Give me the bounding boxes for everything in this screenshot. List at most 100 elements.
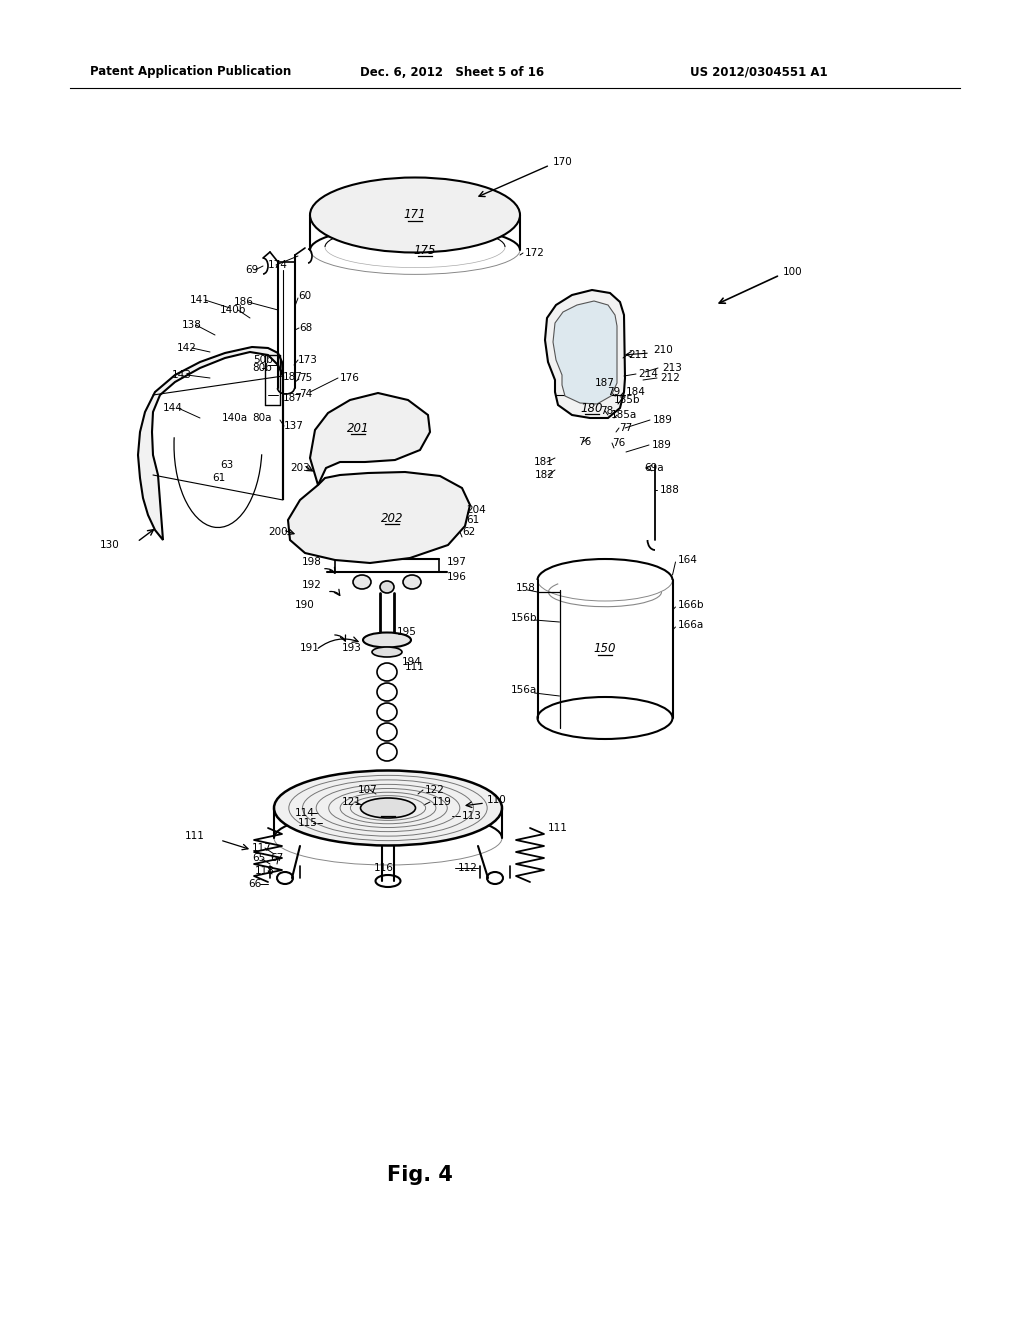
- Text: 112: 112: [458, 863, 478, 873]
- Text: 67: 67: [270, 853, 284, 863]
- Text: 140b: 140b: [220, 305, 247, 315]
- Ellipse shape: [362, 632, 411, 648]
- Text: 50b: 50b: [253, 355, 272, 366]
- Text: 66: 66: [248, 879, 261, 888]
- Text: 150: 150: [594, 643, 616, 656]
- Text: US 2012/0304551 A1: US 2012/0304551 A1: [690, 66, 827, 78]
- Text: 110: 110: [487, 795, 507, 805]
- Text: 192: 192: [302, 579, 322, 590]
- Text: Dec. 6, 2012   Sheet 5 of 16: Dec. 6, 2012 Sheet 5 of 16: [360, 66, 544, 78]
- Text: 186: 186: [234, 297, 254, 308]
- Text: 190: 190: [295, 601, 314, 610]
- Text: 181: 181: [534, 457, 554, 467]
- Text: 158: 158: [515, 583, 536, 593]
- Polygon shape: [310, 393, 430, 484]
- Text: 61: 61: [212, 473, 225, 483]
- Text: 120: 120: [377, 804, 399, 817]
- Text: 173: 173: [298, 355, 317, 366]
- Text: 122: 122: [425, 785, 444, 795]
- Text: 193: 193: [342, 643, 361, 653]
- Text: 121: 121: [342, 797, 361, 807]
- Text: 80a: 80a: [252, 413, 271, 422]
- Text: 187: 187: [283, 372, 303, 381]
- Text: 61: 61: [466, 515, 479, 525]
- Text: 175: 175: [414, 243, 436, 256]
- Text: 156a: 156a: [511, 685, 537, 696]
- Text: 198: 198: [302, 557, 322, 568]
- Ellipse shape: [403, 576, 421, 589]
- Text: 197: 197: [447, 557, 467, 568]
- Text: 189: 189: [653, 414, 673, 425]
- Text: 184: 184: [626, 387, 646, 397]
- Text: 79: 79: [607, 387, 621, 397]
- Text: 117: 117: [252, 843, 272, 853]
- Text: 77: 77: [618, 422, 632, 433]
- Text: 202: 202: [381, 511, 403, 524]
- Text: 113: 113: [462, 810, 482, 821]
- Text: 100: 100: [783, 267, 803, 277]
- Text: 63: 63: [220, 459, 233, 470]
- Text: 111: 111: [185, 832, 205, 841]
- Text: 176: 176: [340, 374, 359, 383]
- Text: 111: 111: [548, 822, 568, 833]
- Text: 214: 214: [638, 370, 657, 379]
- Text: 174: 174: [268, 260, 288, 271]
- Ellipse shape: [274, 771, 502, 846]
- Ellipse shape: [380, 581, 394, 593]
- Text: 119: 119: [432, 797, 452, 807]
- Polygon shape: [138, 347, 283, 540]
- Text: 111: 111: [406, 663, 425, 672]
- Text: 69: 69: [245, 265, 258, 275]
- Text: 211: 211: [628, 350, 648, 360]
- Text: 137: 137: [284, 421, 304, 432]
- Text: 180: 180: [581, 401, 603, 414]
- Text: 69a: 69a: [644, 463, 664, 473]
- Text: 80b: 80b: [252, 363, 271, 374]
- Text: 141: 141: [190, 294, 210, 305]
- Text: 195: 195: [397, 627, 417, 638]
- Text: 194: 194: [402, 657, 422, 667]
- Text: 107: 107: [358, 785, 378, 795]
- Text: 76: 76: [612, 438, 626, 447]
- Text: 76: 76: [578, 437, 591, 447]
- Text: 212: 212: [660, 374, 680, 383]
- Text: 166b: 166b: [678, 601, 705, 610]
- Text: 166a: 166a: [678, 620, 703, 630]
- Text: 204: 204: [466, 506, 485, 515]
- Text: 130: 130: [100, 540, 120, 550]
- Text: 68: 68: [299, 323, 312, 333]
- Text: 185a: 185a: [611, 411, 637, 420]
- Text: 138: 138: [182, 319, 202, 330]
- Text: 188: 188: [660, 484, 680, 495]
- Ellipse shape: [360, 799, 416, 818]
- Text: 203: 203: [290, 463, 309, 473]
- Text: 144: 144: [163, 403, 183, 413]
- Text: 74: 74: [299, 389, 312, 399]
- Text: 210: 210: [653, 345, 673, 355]
- Text: 115: 115: [298, 818, 317, 828]
- Text: 201: 201: [347, 421, 370, 434]
- Text: 172: 172: [525, 248, 545, 257]
- Text: 140a: 140a: [222, 413, 248, 422]
- Text: 189: 189: [652, 440, 672, 450]
- Text: 65: 65: [252, 853, 265, 863]
- Text: 78: 78: [600, 407, 613, 416]
- Text: 142: 142: [177, 343, 197, 352]
- Text: 171: 171: [403, 209, 426, 222]
- Polygon shape: [553, 301, 617, 404]
- Ellipse shape: [353, 576, 371, 589]
- Polygon shape: [288, 473, 470, 564]
- Text: 187: 187: [283, 393, 303, 403]
- Text: 143: 143: [172, 370, 191, 380]
- Text: 116: 116: [374, 863, 394, 873]
- Text: 114: 114: [295, 808, 314, 818]
- Ellipse shape: [310, 177, 520, 252]
- Text: 196: 196: [447, 572, 467, 582]
- Text: 191: 191: [300, 643, 319, 653]
- Text: Fig. 4: Fig. 4: [387, 1166, 453, 1185]
- Text: 118: 118: [255, 866, 274, 876]
- Text: 156b: 156b: [511, 612, 537, 623]
- Text: 185b: 185b: [614, 395, 640, 405]
- Ellipse shape: [372, 647, 402, 657]
- Text: 200: 200: [268, 527, 288, 537]
